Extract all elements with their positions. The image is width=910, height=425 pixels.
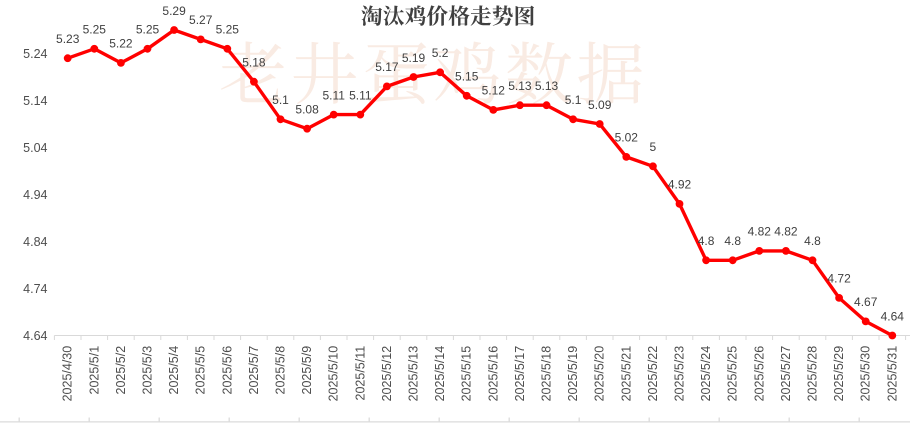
svg-text:2025/5/4: 2025/5/4 (167, 346, 181, 395)
svg-text:2025/5/26: 2025/5/26 (752, 346, 766, 402)
svg-text:2025/5/19: 2025/5/19 (566, 346, 580, 402)
svg-text:5.29: 5.29 (162, 4, 186, 18)
svg-text:2025/5/23: 2025/5/23 (673, 346, 687, 402)
svg-text:5.02: 5.02 (615, 131, 639, 145)
svg-text:5.08: 5.08 (295, 103, 319, 117)
svg-text:5.24: 5.24 (23, 47, 47, 61)
svg-text:2025/5/27: 2025/5/27 (779, 346, 793, 402)
svg-text:5.11: 5.11 (349, 88, 372, 102)
svg-text:4.64: 4.64 (881, 309, 905, 323)
svg-text:5.13: 5.13 (508, 79, 532, 93)
svg-text:2025/5/30: 2025/5/30 (859, 346, 873, 402)
svg-text:5.25: 5.25 (136, 23, 160, 37)
svg-text:2025/5/28: 2025/5/28 (806, 346, 820, 402)
svg-text:5.27: 5.27 (189, 13, 213, 27)
svg-text:2025/5/2: 2025/5/2 (114, 346, 128, 395)
svg-text:2025/5/3: 2025/5/3 (141, 346, 155, 395)
svg-text:2025/5/18: 2025/5/18 (540, 346, 554, 402)
svg-text:4.67: 4.67 (854, 295, 878, 309)
svg-text:5.25: 5.25 (83, 23, 107, 37)
svg-text:4.74: 4.74 (23, 282, 47, 296)
svg-text:5.23: 5.23 (56, 32, 80, 46)
svg-text:5.15: 5.15 (455, 70, 479, 84)
svg-text:2025/5/31: 2025/5/31 (885, 346, 899, 402)
svg-text:2025/5/10: 2025/5/10 (327, 346, 341, 402)
svg-text:2025/5/13: 2025/5/13 (407, 346, 421, 402)
svg-text:2025/4/30: 2025/4/30 (61, 346, 75, 402)
svg-text:2025/5/20: 2025/5/20 (593, 346, 607, 402)
svg-text:2025/5/1: 2025/5/1 (87, 346, 101, 395)
svg-text:4.64: 4.64 (23, 329, 47, 343)
svg-text:5: 5 (650, 140, 657, 154)
svg-text:5.09: 5.09 (588, 98, 612, 112)
svg-text:4.94: 4.94 (23, 188, 47, 202)
svg-text:2025/5/7: 2025/5/7 (247, 346, 261, 395)
svg-text:5.1: 5.1 (272, 93, 289, 107)
svg-text:5.18: 5.18 (242, 56, 266, 70)
svg-text:2025/5/24: 2025/5/24 (699, 346, 713, 402)
svg-text:5.19: 5.19 (402, 51, 426, 65)
svg-text:2025/5/11: 2025/5/11 (353, 346, 367, 401)
svg-text:4.92: 4.92 (668, 178, 692, 192)
svg-text:2025/5/29: 2025/5/29 (832, 346, 846, 402)
svg-text:2025/5/15: 2025/5/15 (460, 346, 474, 402)
svg-text:2025/5/6: 2025/5/6 (220, 346, 234, 395)
svg-text:2025/5/14: 2025/5/14 (433, 346, 447, 402)
svg-text:4.82: 4.82 (748, 225, 772, 239)
svg-text:4.82: 4.82 (774, 225, 798, 239)
svg-text:2025/5/12: 2025/5/12 (380, 346, 394, 402)
svg-text:5.1: 5.1 (565, 93, 582, 107)
svg-text:4.8: 4.8 (698, 234, 715, 248)
svg-text:2025/5/16: 2025/5/16 (486, 346, 500, 402)
svg-text:5.04: 5.04 (23, 141, 47, 155)
svg-text:2025/5/17: 2025/5/17 (513, 346, 527, 402)
svg-text:4.8: 4.8 (724, 234, 741, 248)
svg-text:5.12: 5.12 (482, 84, 506, 98)
svg-text:2025/5/21: 2025/5/21 (619, 346, 633, 402)
svg-text:5.22: 5.22 (109, 37, 133, 51)
svg-text:4.72: 4.72 (827, 272, 851, 286)
svg-text:2025/5/5: 2025/5/5 (194, 346, 208, 395)
svg-text:4.8: 4.8 (804, 234, 821, 248)
svg-text:5.14: 5.14 (23, 94, 47, 108)
svg-text:5.13: 5.13 (535, 79, 559, 93)
svg-text:2025/5/9: 2025/5/9 (300, 346, 314, 395)
svg-text:2025/5/25: 2025/5/25 (726, 346, 740, 402)
svg-text:5.25: 5.25 (216, 23, 240, 37)
svg-text:5.2: 5.2 (432, 46, 449, 60)
svg-text:5.11: 5.11 (322, 88, 345, 102)
svg-text:5.17: 5.17 (375, 60, 399, 74)
svg-text:2025/5/22: 2025/5/22 (646, 346, 660, 402)
svg-text:4.84: 4.84 (23, 235, 47, 249)
svg-text:2025/5/8: 2025/5/8 (274, 346, 288, 395)
